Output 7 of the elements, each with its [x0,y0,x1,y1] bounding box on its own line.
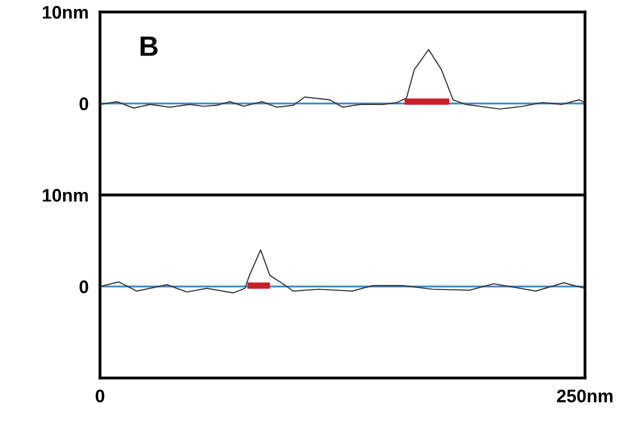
y-tick-label: 0 [80,280,88,294]
text: B [140,36,158,56]
y-tick-label: 10nm [42,188,88,202]
y-tick-label: 10nm [42,6,88,19]
x-tick-label: 250nm [557,390,612,402]
line-series [100,249,585,294]
y-tick-label: 0 [80,97,88,110]
